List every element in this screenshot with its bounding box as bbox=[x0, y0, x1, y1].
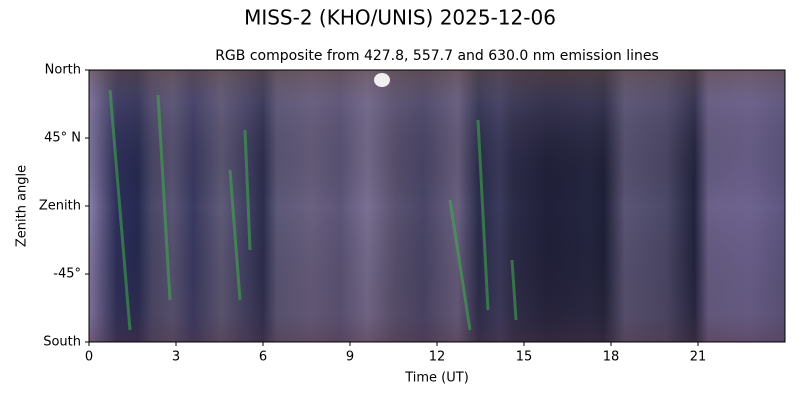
x-tick-label: 15 bbox=[516, 350, 533, 365]
x-tick-label: 0 bbox=[85, 350, 93, 365]
y-tick-label: Zenith bbox=[39, 199, 81, 214]
chart-title: MISS-2 (KHO/UNIS) 2025-12-06 bbox=[244, 6, 556, 30]
y-tick-label: South bbox=[43, 335, 81, 350]
y-tick-label: North bbox=[45, 63, 81, 78]
aurora-streak bbox=[476, 119, 490, 311]
chart-subtitle: RGB composite from 427.8, 557.7 and 630.… bbox=[215, 48, 659, 64]
moon-glare bbox=[374, 73, 390, 87]
aurora-streak bbox=[243, 129, 252, 251]
y-tick-label: -45° bbox=[53, 267, 81, 282]
x-tick-label: 9 bbox=[346, 350, 354, 365]
aurora-streak bbox=[510, 259, 518, 321]
aurora-streak bbox=[228, 169, 242, 301]
x-tick-label: 18 bbox=[603, 350, 620, 365]
x-tick-label: 3 bbox=[172, 350, 180, 365]
y-axis-label: Zenith angle bbox=[15, 165, 30, 247]
x-axis-label: Time (UT) bbox=[404, 371, 469, 386]
x-tick-label: 12 bbox=[429, 350, 446, 365]
x-tick-label: 21 bbox=[690, 350, 707, 365]
aurora-streak bbox=[156, 94, 172, 301]
aurora-streak bbox=[108, 89, 132, 331]
aurora-streak bbox=[448, 199, 472, 331]
x-tick-label: 6 bbox=[259, 350, 267, 365]
keogram-shade bbox=[89, 70, 785, 342]
y-tick-label: 45° N bbox=[44, 131, 81, 146]
